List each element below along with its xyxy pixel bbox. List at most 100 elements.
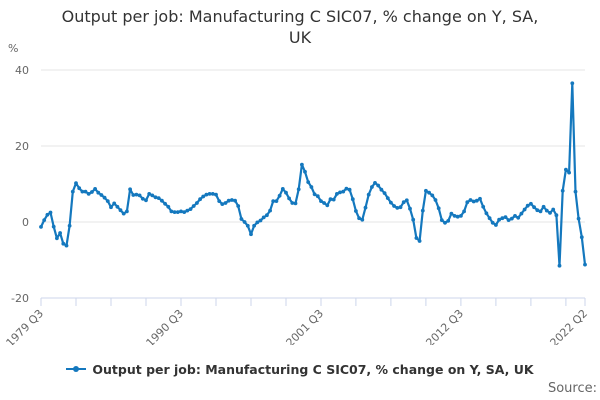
series-point[interactable] (166, 204, 171, 209)
series-point[interactable] (121, 211, 126, 216)
series-point[interactable] (541, 204, 546, 209)
series-point[interactable] (513, 214, 517, 218)
series-point[interactable] (529, 201, 533, 206)
series-point[interactable] (567, 170, 571, 175)
series-point[interactable] (557, 263, 562, 268)
series-point[interactable] (350, 197, 355, 202)
series-point[interactable] (366, 192, 371, 197)
series-point[interactable] (449, 211, 454, 216)
series-point[interactable] (293, 201, 298, 206)
series-point[interactable] (236, 204, 241, 208)
series-point[interactable] (576, 216, 581, 221)
series-point[interactable] (551, 207, 556, 212)
series-point[interactable] (462, 209, 466, 214)
series-point[interactable] (414, 236, 419, 240)
series-point[interactable] (58, 231, 62, 235)
series-point[interactable] (198, 197, 203, 202)
series-point[interactable] (172, 210, 177, 215)
series-point[interactable] (102, 195, 107, 200)
series-point[interactable] (312, 192, 317, 197)
series-point[interactable] (525, 203, 530, 208)
series-point[interactable] (439, 218, 444, 223)
series-point[interactable] (249, 232, 253, 237)
series-point[interactable] (55, 236, 59, 241)
series-point[interactable] (446, 219, 451, 223)
series-point[interactable] (99, 193, 104, 197)
series-point[interactable] (112, 201, 117, 206)
series-point[interactable] (144, 198, 148, 203)
series-point[interactable] (296, 187, 301, 192)
series-point[interactable] (471, 199, 476, 204)
series-point[interactable] (125, 209, 129, 214)
series-point[interactable] (360, 217, 365, 222)
series-point[interactable] (261, 215, 266, 220)
series-point[interactable] (544, 208, 549, 213)
series-point[interactable] (487, 216, 492, 221)
series-point[interactable] (382, 191, 387, 196)
series-point[interactable] (207, 192, 212, 196)
series-point[interactable] (239, 217, 244, 221)
series-point[interactable] (573, 189, 578, 194)
series-point[interactable] (338, 190, 342, 195)
series-point[interactable] (583, 262, 587, 267)
series-point[interactable] (274, 199, 279, 204)
series-point[interactable] (77, 186, 82, 191)
series-point[interactable] (370, 185, 374, 189)
series-point[interactable] (223, 201, 228, 205)
series-point[interactable] (357, 216, 361, 221)
series-point[interactable] (484, 211, 489, 216)
series-point[interactable] (385, 196, 390, 201)
series-point[interactable] (284, 190, 288, 195)
series-point[interactable] (354, 209, 358, 213)
series-point[interactable] (503, 215, 508, 220)
series-point[interactable] (306, 180, 311, 185)
series-point[interactable] (67, 223, 72, 228)
series-point[interactable] (408, 206, 412, 211)
series-point[interactable] (519, 211, 524, 216)
series-point[interactable] (153, 195, 158, 200)
series-point[interactable] (169, 209, 174, 214)
series-point[interactable] (163, 201, 168, 206)
series-point[interactable] (150, 193, 155, 198)
series-point[interactable] (392, 204, 396, 208)
series-point[interactable] (516, 215, 521, 220)
series-point[interactable] (335, 192, 339, 196)
series-point[interactable] (404, 198, 409, 203)
series-point[interactable] (395, 206, 400, 210)
series-point[interactable] (90, 190, 94, 194)
series-point[interactable] (363, 205, 368, 210)
series-point[interactable] (140, 196, 145, 201)
series-point[interactable] (481, 204, 486, 209)
series-point[interactable] (39, 225, 43, 229)
series-point[interactable] (376, 183, 381, 188)
series-point[interactable] (265, 213, 269, 218)
series-point[interactable] (93, 187, 97, 191)
series-point[interactable] (436, 206, 441, 211)
series-point[interactable] (344, 186, 349, 191)
series-point[interactable] (579, 235, 584, 240)
series-point[interactable] (83, 189, 88, 194)
legend-item-output-per-job[interactable]: Output per job: Manufacturing C SIC07, %… (66, 362, 534, 377)
series-point[interactable] (245, 223, 250, 228)
series-point[interactable] (303, 169, 307, 174)
series-point[interactable] (74, 181, 78, 186)
series-point[interactable] (328, 197, 333, 202)
series-point[interactable] (554, 213, 559, 218)
series-point[interactable] (315, 194, 320, 199)
series-point[interactable] (522, 207, 527, 212)
series-point[interactable] (300, 162, 304, 167)
series-point[interactable] (459, 214, 463, 218)
series-point[interactable] (105, 199, 110, 204)
series-point[interactable] (242, 220, 247, 224)
series-point[interactable] (564, 167, 568, 172)
series-point[interactable] (548, 211, 552, 215)
series-point[interactable] (188, 207, 193, 212)
series-point[interactable] (417, 239, 422, 243)
series-point[interactable] (494, 223, 498, 227)
series-point[interactable] (115, 204, 120, 209)
series-point[interactable] (268, 208, 272, 213)
series-point[interactable] (319, 199, 323, 204)
series-point[interactable] (468, 198, 473, 202)
series-point[interactable] (230, 198, 234, 202)
series-point[interactable] (137, 193, 142, 198)
